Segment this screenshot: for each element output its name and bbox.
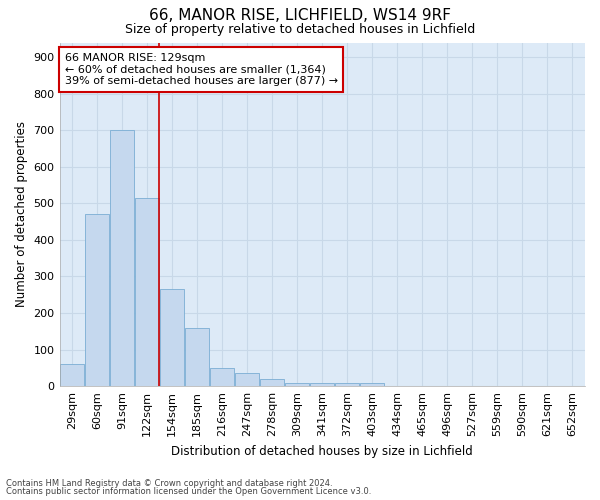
Text: 66, MANOR RISE, LICHFIELD, WS14 9RF: 66, MANOR RISE, LICHFIELD, WS14 9RF [149, 8, 451, 22]
Bar [310, 382, 334, 386]
Bar [135, 198, 159, 386]
Bar [335, 382, 359, 386]
Bar [60, 364, 84, 386]
X-axis label: Distribution of detached houses by size in Lichfield: Distribution of detached houses by size … [172, 444, 473, 458]
Bar [110, 130, 134, 386]
Text: Contains HM Land Registry data © Crown copyright and database right 2024.: Contains HM Land Registry data © Crown c… [6, 478, 332, 488]
Bar [210, 368, 234, 386]
Bar [185, 328, 209, 386]
Bar [286, 382, 309, 386]
Text: 66 MANOR RISE: 129sqm
← 60% of detached houses are smaller (1,364)
39% of semi-d: 66 MANOR RISE: 129sqm ← 60% of detached … [65, 53, 338, 86]
Bar [160, 290, 184, 386]
Bar [361, 382, 384, 386]
Y-axis label: Number of detached properties: Number of detached properties [15, 122, 28, 308]
Bar [260, 379, 284, 386]
Bar [85, 214, 109, 386]
Text: Size of property relative to detached houses in Lichfield: Size of property relative to detached ho… [125, 22, 475, 36]
Bar [235, 374, 259, 386]
Text: Contains public sector information licensed under the Open Government Licence v3: Contains public sector information licen… [6, 487, 371, 496]
